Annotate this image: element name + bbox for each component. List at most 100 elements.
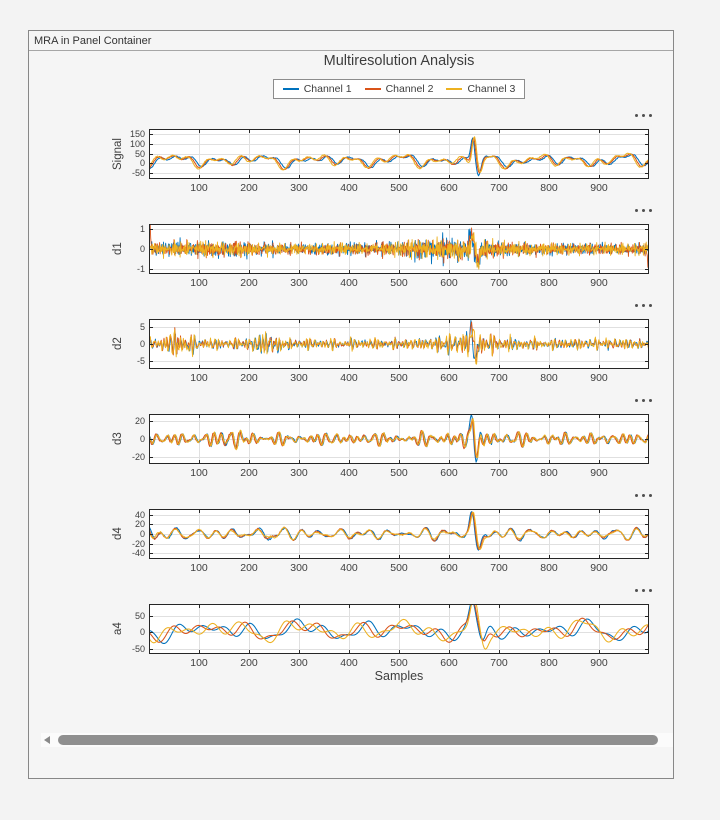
mra-panel: MRA in Panel Container Multiresolution A…: [28, 30, 674, 779]
x-tick-label: 700: [490, 182, 508, 194]
ellipsis-dot: [642, 588, 645, 592]
y-tick-label: 20: [134, 519, 145, 530]
x-tick-label: 600: [440, 657, 458, 669]
x-tick-label: 300: [290, 277, 308, 289]
legend-label: Channel 3: [467, 83, 516, 95]
x-tick-label: 500: [390, 657, 408, 669]
x-tick-label: 300: [290, 182, 308, 194]
axes-toolbar-ellipsis-icon[interactable]: [635, 394, 659, 406]
x-tick-label: 400: [340, 182, 358, 194]
ellipsis-dot: [649, 208, 652, 212]
axes-frame: [149, 604, 649, 654]
y-tick-label: -20: [131, 538, 145, 549]
x-tick-label: 200: [240, 277, 258, 289]
ellipsis-dot: [649, 398, 652, 402]
ellipsis-dot: [635, 398, 638, 402]
axes-toolbar-ellipsis-icon[interactable]: [635, 584, 659, 596]
y-tick-label: -1: [136, 264, 145, 274]
y-tick-label: -5: [136, 356, 145, 367]
x-tick-label: 300: [290, 657, 308, 669]
x-tick-label: 900: [590, 562, 608, 574]
axes-frame: [149, 129, 649, 179]
legend-label: Channel 1: [303, 83, 352, 95]
y-tick-label: 0: [139, 627, 145, 638]
x-tick-label: 100: [190, 657, 208, 669]
x-tick-label: 700: [490, 277, 508, 289]
ellipsis-dot: [635, 303, 638, 307]
x-tick-label: 900: [590, 182, 608, 194]
axes-plot-area-d2: [149, 319, 649, 369]
axes-toolbar-ellipsis-icon[interactable]: [635, 109, 659, 121]
x-tick-label: 100: [190, 467, 208, 479]
series-line-channel-3: [149, 511, 649, 550]
y-tick-label: -40: [131, 548, 145, 559]
x-tick-label: 500: [390, 562, 408, 574]
legend-line-swatch: [364, 87, 381, 91]
ellipsis-dot: [635, 588, 638, 592]
ellipsis-dot: [649, 113, 652, 117]
y-tick-label: 0: [139, 339, 145, 349]
x-tick-label: 400: [340, 372, 358, 384]
y-tick-label: 1: [139, 224, 145, 234]
x-tick-label: 400: [340, 277, 358, 289]
y-tick-label: 50: [134, 148, 145, 159]
y-tick-label: 0: [139, 244, 145, 254]
ellipsis-dot: [635, 493, 638, 497]
x-tick-label: 900: [590, 657, 608, 669]
x-tick-label: 600: [440, 562, 458, 574]
ellipsis-dot: [635, 113, 638, 117]
x-axis-title: Samples: [374, 669, 424, 683]
x-tick-label: 200: [240, 467, 258, 479]
x-tick-label: 200: [240, 657, 258, 669]
axes-plot-area-signal: [149, 129, 649, 179]
x-tick-label: 200: [240, 372, 258, 384]
scrollbar-left-arrow-icon[interactable]: [44, 736, 50, 744]
x-tick-label: 800: [540, 182, 558, 194]
series-line-channel-1: [149, 604, 649, 644]
series-line-channel-3: [149, 417, 649, 458]
series-line-channel-3: [149, 328, 649, 365]
x-tick-label: 800: [540, 657, 558, 669]
figure-area: Multiresolution Analysis Channel 1 Channe…: [29, 52, 673, 778]
legend-label: Channel 2: [385, 83, 434, 95]
axes-plot-area-d4: [149, 509, 649, 559]
x-tick-label: 700: [490, 562, 508, 574]
x-tick-label: 700: [490, 372, 508, 384]
series-line-channel-2: [149, 604, 649, 643]
x-tick-label: 800: [540, 562, 558, 574]
x-tick-label: 800: [540, 277, 558, 289]
x-tick-label: 100: [190, 277, 208, 289]
axes-toolbar-ellipsis-icon[interactable]: [635, 299, 659, 311]
y-tick-label: 40: [134, 509, 145, 520]
x-tick-label: 600: [440, 467, 458, 479]
x-tick-label: 900: [590, 467, 608, 479]
x-tick-label: 500: [390, 277, 408, 289]
ellipsis-dot: [635, 208, 638, 212]
legend-item-channel-2: Channel 2: [364, 83, 434, 95]
x-tick-label: 400: [340, 467, 358, 479]
axes-plot-area-d3: [149, 414, 649, 464]
axes-toolbar-ellipsis-icon[interactable]: [635, 204, 659, 216]
axes-toolbar-ellipsis-icon[interactable]: [635, 489, 659, 501]
ellipsis-dot: [649, 303, 652, 307]
horizontal-scrollbar[interactable]: [41, 733, 673, 747]
x-tick-label: 700: [490, 467, 508, 479]
legend-line-swatch: [282, 87, 299, 91]
x-tick-label: 600: [440, 182, 458, 194]
legend-item-channel-3: Channel 3: [446, 83, 515, 95]
y-tick-label: 0: [139, 434, 145, 444]
legend: Channel 1 Channel 2 Channel 3: [272, 79, 526, 99]
ellipsis-dot: [642, 398, 645, 402]
x-tick-label: 800: [540, 372, 558, 384]
y-tick-label: 0: [139, 529, 145, 539]
axes-plot-area-a4: [149, 604, 649, 654]
y-tick-label: 150: [129, 128, 145, 139]
y-tick-label: -50: [131, 168, 145, 179]
x-tick-label: 700: [490, 657, 508, 669]
x-tick-label: 900: [590, 372, 608, 384]
x-tick-label: 600: [440, 372, 458, 384]
scrollbar-thumb[interactable]: [58, 735, 658, 745]
axes-frame: [149, 319, 649, 369]
x-tick-label: 100: [190, 562, 208, 574]
